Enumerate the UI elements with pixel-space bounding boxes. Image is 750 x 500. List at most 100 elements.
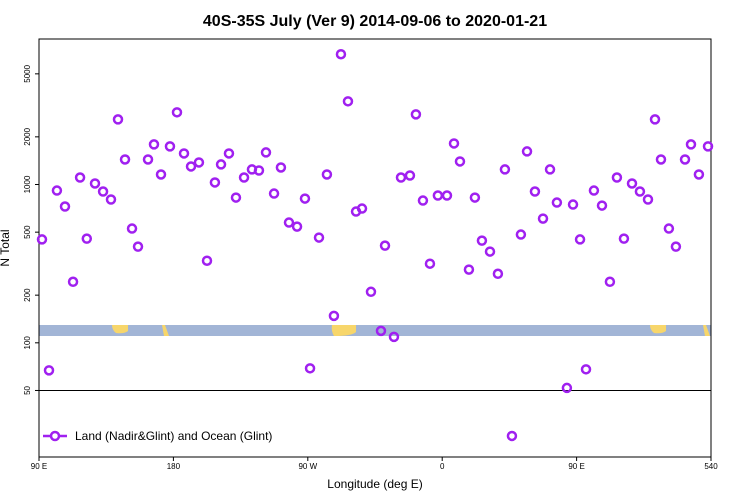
point — [201, 255, 213, 266]
y-tick-label: 2000 — [23, 127, 32, 145]
x-tick-label: 180 — [167, 462, 181, 471]
legend-label: Land (Nadir&Glint) and Ocean (Glint) — [75, 429, 272, 443]
point — [335, 48, 347, 60]
point — [365, 286, 377, 298]
point — [185, 161, 197, 172]
point — [626, 178, 638, 189]
y-tick-label: 500 — [23, 225, 32, 239]
point — [448, 138, 460, 149]
point — [642, 194, 654, 205]
point — [209, 177, 221, 188]
point — [81, 233, 93, 244]
point — [321, 169, 333, 180]
point — [126, 223, 138, 234]
point — [230, 192, 242, 203]
point — [499, 164, 511, 175]
point — [89, 178, 101, 189]
y-tick-label: 200 — [23, 288, 32, 302]
point — [463, 264, 475, 275]
point — [304, 363, 316, 374]
point — [388, 331, 400, 343]
point — [356, 203, 368, 214]
point — [596, 200, 608, 211]
point — [342, 96, 354, 107]
point — [404, 170, 416, 181]
land-patches — [112, 325, 710, 336]
point — [551, 197, 563, 208]
point — [702, 141, 714, 152]
point — [59, 201, 71, 212]
point — [649, 114, 661, 125]
point — [119, 154, 131, 165]
point — [685, 139, 697, 150]
point — [521, 146, 533, 157]
point — [275, 162, 287, 173]
point — [634, 186, 646, 197]
point — [655, 154, 667, 165]
point — [567, 199, 579, 210]
point — [215, 159, 227, 170]
point — [36, 234, 48, 245]
y-tick-label: 1000 — [23, 175, 32, 193]
point — [299, 193, 311, 204]
point — [164, 141, 176, 152]
point — [112, 114, 124, 125]
point — [395, 172, 407, 183]
chart-title: 40S-35S July (Ver 9) 2014-09-06 to 2020-… — [203, 13, 547, 30]
point — [454, 156, 466, 167]
point — [291, 221, 303, 232]
point — [223, 148, 235, 159]
point — [283, 217, 295, 228]
point — [178, 148, 190, 159]
y-tick-label: 100 — [23, 336, 32, 350]
point — [670, 241, 682, 252]
point — [253, 165, 265, 176]
point — [328, 310, 340, 322]
point — [484, 246, 496, 257]
point — [574, 234, 586, 245]
point — [375, 325, 387, 337]
point — [132, 241, 144, 252]
point — [67, 276, 79, 288]
x-tick-label: 90 E — [31, 462, 47, 471]
point — [561, 382, 573, 394]
point — [379, 240, 391, 251]
point — [515, 229, 527, 240]
x-axis-label: Longitude (deg E) — [327, 477, 422, 491]
x-tick-label: 90 W — [298, 462, 317, 471]
point — [580, 364, 592, 375]
point — [693, 169, 705, 180]
point — [492, 268, 504, 280]
point — [142, 154, 154, 165]
point — [618, 233, 630, 244]
point — [544, 164, 556, 175]
point — [260, 147, 272, 158]
point — [432, 190, 444, 201]
point — [105, 194, 117, 205]
point — [148, 139, 160, 150]
point — [417, 195, 429, 206]
point — [410, 109, 422, 120]
point — [97, 186, 109, 197]
legend-marker — [49, 430, 61, 442]
point — [679, 154, 691, 165]
point — [313, 232, 325, 243]
point — [476, 235, 488, 246]
point — [611, 172, 623, 183]
point — [663, 223, 675, 234]
point — [469, 192, 481, 203]
point — [424, 258, 436, 269]
point — [193, 157, 205, 168]
point — [529, 186, 541, 197]
point — [74, 172, 86, 183]
y-axis-label: N Total — [0, 229, 12, 266]
y-tick-label: 50 — [23, 385, 32, 394]
point — [51, 185, 63, 196]
point — [537, 213, 549, 224]
point — [506, 430, 518, 442]
point — [43, 365, 55, 376]
plot-frame — [38, 38, 712, 458]
x-tick-label: 540 — [704, 462, 718, 471]
point — [171, 107, 183, 118]
